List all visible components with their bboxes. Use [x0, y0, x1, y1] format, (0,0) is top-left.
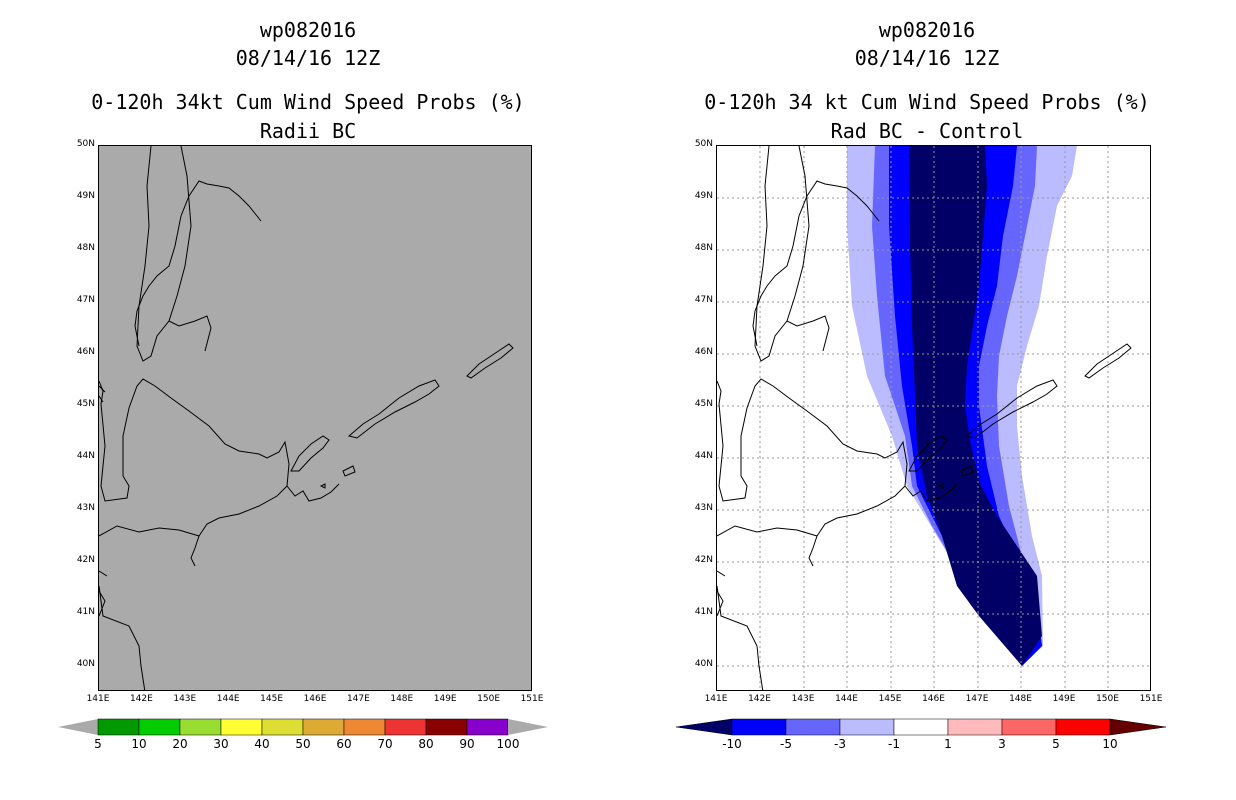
right-colorbar-swatch: [893, 718, 949, 736]
right-colorbar-swatch: [947, 718, 1003, 736]
left-colorbar-swatch: [302, 718, 345, 736]
right-map-probability-shading: [717, 146, 1150, 690]
right-colorbar-label: -3: [834, 737, 846, 751]
lat-tick-label: 42N: [76, 555, 95, 565]
right-title-storm: wp082016: [878, 18, 976, 42]
left-colorbar-swatch: [384, 718, 427, 736]
left-colorbar-label: 60: [336, 737, 352, 751]
right-colorbar-arrow-high: [1109, 718, 1167, 736]
lon-tick-label: 149E: [433, 694, 457, 704]
right-colorbar-label: -1: [888, 737, 900, 751]
lat-tick-label: 50N: [76, 139, 95, 149]
lat-tick-label: 50N: [694, 139, 713, 149]
lon-tick-label: 141E: [86, 694, 110, 704]
left-colorbar-swatch: [179, 718, 222, 736]
lat-tick-label: 47N: [694, 295, 713, 305]
left-colorbar-label: 5: [94, 737, 102, 751]
left-colorbar-label: 50: [295, 737, 311, 751]
right-colorbar-swatch: [785, 718, 841, 736]
lon-tick-label: 144E: [216, 694, 240, 704]
left-colorbar: [58, 718, 548, 736]
lat-tick-label: 45N: [694, 399, 713, 409]
right-colorbar-label: 5: [1052, 737, 1060, 751]
left-title-subtitle: Radii BC: [259, 119, 357, 143]
lat-tick-label: 47N: [76, 295, 95, 305]
lat-tick-label: 41N: [76, 607, 95, 617]
lon-tick-label: 151E: [1139, 694, 1163, 704]
left-colorbar-label: 40: [254, 737, 270, 751]
lat-tick-label: 40N: [76, 659, 95, 669]
right-colorbar-label: 1: [944, 737, 952, 751]
lon-tick-label: 148E: [390, 694, 414, 704]
right-colorbar-arrow-low: [675, 718, 733, 736]
lon-tick-label: 147E: [346, 694, 370, 704]
lat-tick-label: 42N: [694, 555, 713, 565]
lat-tick-label: 45N: [76, 399, 95, 409]
right-title-product: 0-120h 34 kt Cum Wind Speed Probs (%): [704, 90, 1150, 114]
right-colorbar-swatch: [839, 718, 895, 736]
left-title-storm: wp082016: [259, 18, 357, 42]
lon-tick-label: 141E: [704, 694, 728, 704]
lon-tick-label: 151E: [520, 694, 544, 704]
right-colorbar-label: 10: [1102, 737, 1118, 751]
left-colorbar-swatch: [261, 718, 304, 736]
left-title-date: 08/14/16 12Z: [235, 46, 381, 70]
left-colorbar-arrow-low: [58, 719, 98, 735]
left-colorbar-label: 80: [418, 737, 434, 751]
left-colorbar-swatch: [97, 718, 140, 736]
lon-tick-label: 142E: [129, 694, 153, 704]
left-colorbar-label: 10: [131, 737, 147, 751]
lon-tick-label: 145E: [260, 694, 284, 704]
left-colorbar-swatch: [343, 718, 386, 736]
lat-tick-label: 43N: [76, 503, 95, 513]
right-colorbar: [675, 718, 1167, 736]
left-title-product: 0-120h 34kt Cum Wind Speed Probs (%): [91, 90, 525, 114]
lat-tick-label: 40N: [694, 659, 713, 669]
lon-tick-label: 149E: [1052, 694, 1076, 704]
lon-tick-label: 150E: [1096, 694, 1119, 704]
left-colorbar-swatch: [466, 718, 509, 736]
lat-tick-label: 44N: [76, 451, 95, 461]
shade-level-4: [909, 146, 1042, 666]
lat-tick-label: 48N: [76, 243, 95, 253]
right-title-subtitle: Rad BC - Control: [830, 119, 1024, 143]
lon-tick-label: 145E: [878, 694, 902, 704]
lon-tick-label: 143E: [791, 694, 815, 704]
lon-tick-label: 146E: [303, 694, 327, 704]
left-colorbar-label: 30: [213, 737, 229, 751]
lon-tick-label: 142E: [748, 694, 771, 704]
left-map-panel: [98, 145, 532, 691]
left-colorbar-arrow-high: [508, 719, 548, 735]
lon-tick-label: 147E: [965, 694, 989, 704]
lon-tick-label: 150E: [477, 694, 501, 704]
lat-tick-label: 49N: [694, 191, 713, 201]
lon-tick-label: 143E: [173, 694, 197, 704]
lat-tick-label: 41N: [694, 607, 713, 617]
left-colorbar-label: 90: [459, 737, 475, 751]
left-map-coastlines: [99, 146, 531, 690]
left-colorbar-label: 20: [172, 737, 188, 751]
lon-tick-label: 148E: [1009, 694, 1032, 704]
right-colorbar-swatch: [1055, 718, 1111, 736]
right-title-date: 08/14/16 12Z: [854, 46, 1000, 70]
left-colorbar-label: 70: [377, 737, 393, 751]
lon-tick-label: 144E: [835, 694, 858, 704]
right-colorbar-swatch: [731, 718, 787, 736]
left-colorbar-swatch: [220, 718, 263, 736]
right-colorbar-label: -10: [722, 737, 742, 751]
lon-tick-label: 146E: [922, 694, 945, 704]
lat-tick-label: 46N: [694, 347, 713, 357]
left-colorbar-swatch: [138, 718, 181, 736]
left-colorbar-swatch: [425, 718, 468, 736]
left-colorbar-label: 100: [496, 737, 520, 751]
lat-tick-label: 49N: [76, 191, 95, 201]
lat-tick-label: 46N: [76, 347, 95, 357]
right-colorbar-label: -5: [780, 737, 792, 751]
right-map-panel: [716, 145, 1151, 691]
right-colorbar-swatch: [1001, 718, 1057, 736]
lat-tick-label: 48N: [694, 243, 713, 253]
lat-tick-label: 43N: [694, 503, 713, 513]
right-colorbar-label: 3: [998, 737, 1006, 751]
lat-tick-label: 44N: [694, 451, 713, 461]
